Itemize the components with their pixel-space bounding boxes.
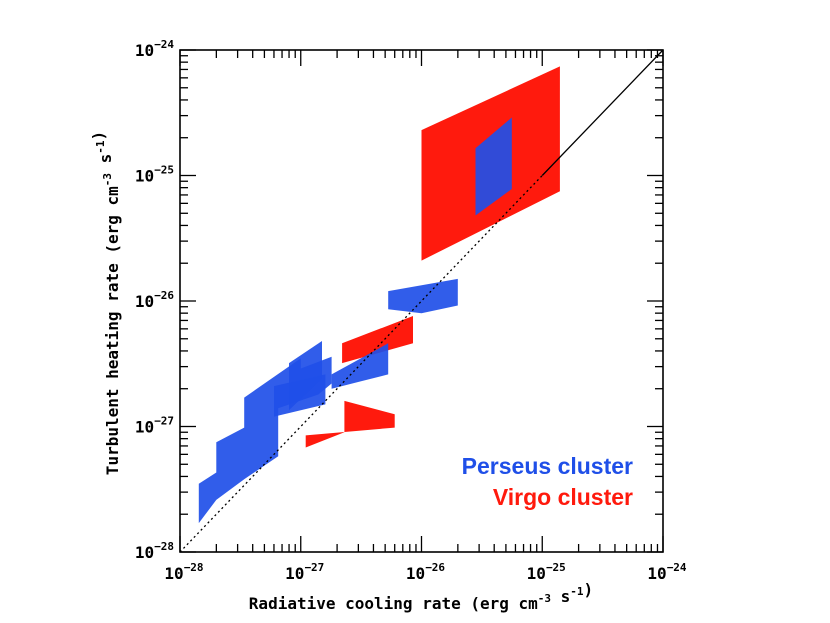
x-tick-label: 10−26 xyxy=(406,561,446,583)
x-tick-label: 10−25 xyxy=(527,561,566,583)
virgo-cluster-region-2 xyxy=(305,400,395,448)
perseus-cluster-region-5 xyxy=(331,343,389,389)
y-tick-label: 10−27 xyxy=(135,415,174,437)
y-tick-label: 10−28 xyxy=(135,540,174,562)
y-tick-label: 10−26 xyxy=(135,289,175,311)
legend-virgo-cluster: Virgo cluster xyxy=(492,484,633,510)
axis-tick-labels: 10−28 10−27 10−26 10−25 10−24 10−28 10−27 10−26… xyxy=(135,38,687,583)
data-regions xyxy=(198,66,560,524)
axis-ticks xyxy=(179,49,664,553)
legend-perseus-cluster: Perseus cluster xyxy=(461,453,633,479)
perseus-cluster-region-6 xyxy=(388,278,458,314)
x-axis-title: Radiative cooling rate (erg cm-3 s-1) xyxy=(249,580,593,613)
x-tick-label: 10−24 xyxy=(647,561,687,583)
y-tick-label: 10−25 xyxy=(135,164,174,186)
perseus-cluster-region-4 xyxy=(289,341,322,411)
one-to-one-reference-line-solid xyxy=(541,49,664,176)
x-tick-label: 10−27 xyxy=(285,561,324,583)
y-axis-title: Turbulent heating rate (erg cm-3 s-1) xyxy=(89,131,122,475)
perseus-cluster-region-1 xyxy=(475,117,512,216)
y-tick-label: 10−24 xyxy=(135,38,175,60)
one-to-one-reference-line xyxy=(179,175,543,553)
x-tick-label: 10−28 xyxy=(164,561,203,583)
